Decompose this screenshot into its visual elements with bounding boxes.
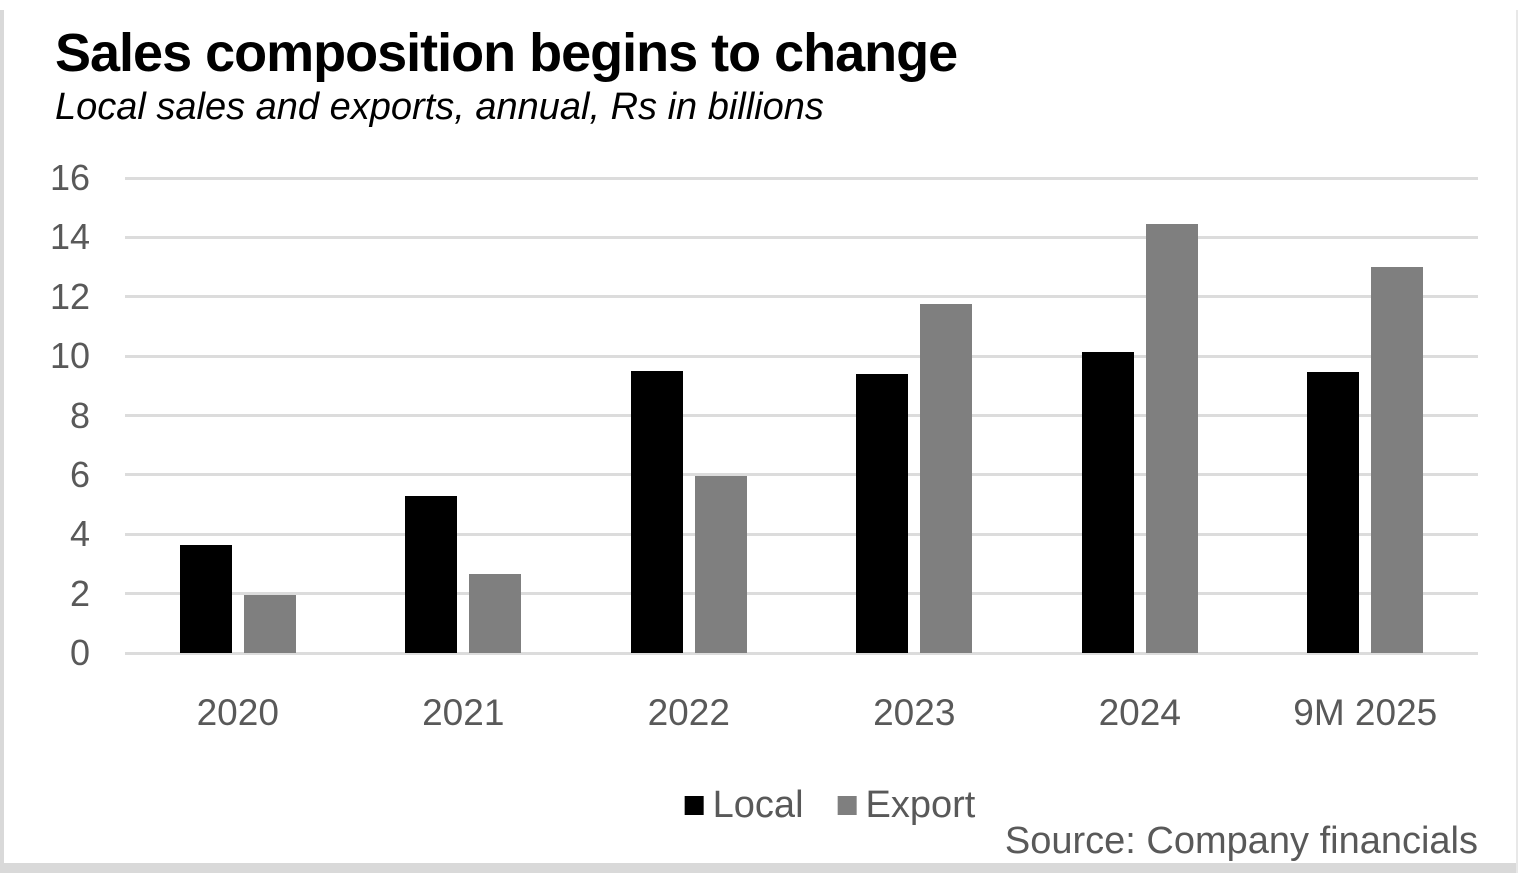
bottom-border: [0, 863, 1518, 873]
plot-area: [125, 176, 1478, 655]
bar-export-2023: [920, 304, 973, 653]
bar-local-2021: [405, 495, 458, 653]
bar-local-2022: [630, 370, 683, 653]
y-tick-label-0: 0: [69, 632, 90, 673]
y-tick-label-10: 10: [49, 335, 90, 377]
bar-export-2024: [1145, 224, 1198, 653]
bar-export-2020: [243, 595, 296, 653]
chart-subtitle: Local sales and exports, annual, Rs in b…: [55, 86, 824, 128]
legend-label-local: Local: [712, 784, 804, 826]
x-tick-label-9m-2025: 9M 2025: [1293, 692, 1438, 733]
gridline-0: [125, 651, 1478, 655]
bar-export-2022: [694, 476, 747, 653]
gridline-2: [125, 592, 1478, 596]
bar-local-2023: [856, 373, 909, 653]
legend-swatch-local: [684, 796, 704, 815]
bar-local-9m-2025: [1307, 372, 1360, 653]
y-tick-label-8: 8: [69, 394, 90, 436]
x-tick-label-2022: 2022: [647, 692, 730, 733]
right-border: [1516, 10, 1518, 873]
legend-item-export: Export: [837, 784, 976, 827]
bar-local-2024: [1081, 351, 1134, 653]
legend-item-local: Local: [684, 784, 804, 827]
x-tick-label-2023: 2023: [873, 692, 956, 733]
gridline-10: [125, 354, 1478, 358]
gridline-4: [125, 532, 1478, 536]
gridline-8: [125, 414, 1478, 417]
x-tick-label-2024: 2024: [1098, 692, 1181, 733]
y-tick-label-2: 2: [69, 572, 90, 614]
gridline-6: [125, 473, 1478, 477]
x-tick-label-2021: 2021: [422, 692, 505, 733]
y-tick-label-6: 6: [69, 453, 90, 495]
y-tick-label-16: 16: [49, 157, 90, 198]
gridline-16: [125, 176, 1478, 180]
legend: Local Export: [684, 784, 976, 827]
x-axis-labels: 2020 2021 2022 2023 2024 9M 2025: [125, 692, 1478, 742]
legend-swatch-export: [837, 796, 857, 815]
left-border: [0, 10, 4, 873]
y-tick-label-12: 12: [49, 275, 90, 317]
bar-export-9m-2025: [1371, 267, 1424, 653]
chart-title: Sales composition begins to change: [55, 23, 958, 83]
y-tick-label-14: 14: [49, 216, 90, 258]
source-note: Source: Company financials: [1004, 820, 1478, 862]
gridline-14: [125, 235, 1478, 239]
y-tick-label-4: 4: [69, 513, 90, 555]
bar-export-2021: [469, 574, 522, 653]
legend-label-export: Export: [865, 784, 976, 826]
bar-local-2020: [179, 544, 232, 653]
x-tick-label-2020: 2020: [196, 692, 279, 733]
y-axis-labels: 0 2 4 6 8 10 12 14 16: [0, 157, 90, 673]
gridline-12: [125, 295, 1478, 299]
